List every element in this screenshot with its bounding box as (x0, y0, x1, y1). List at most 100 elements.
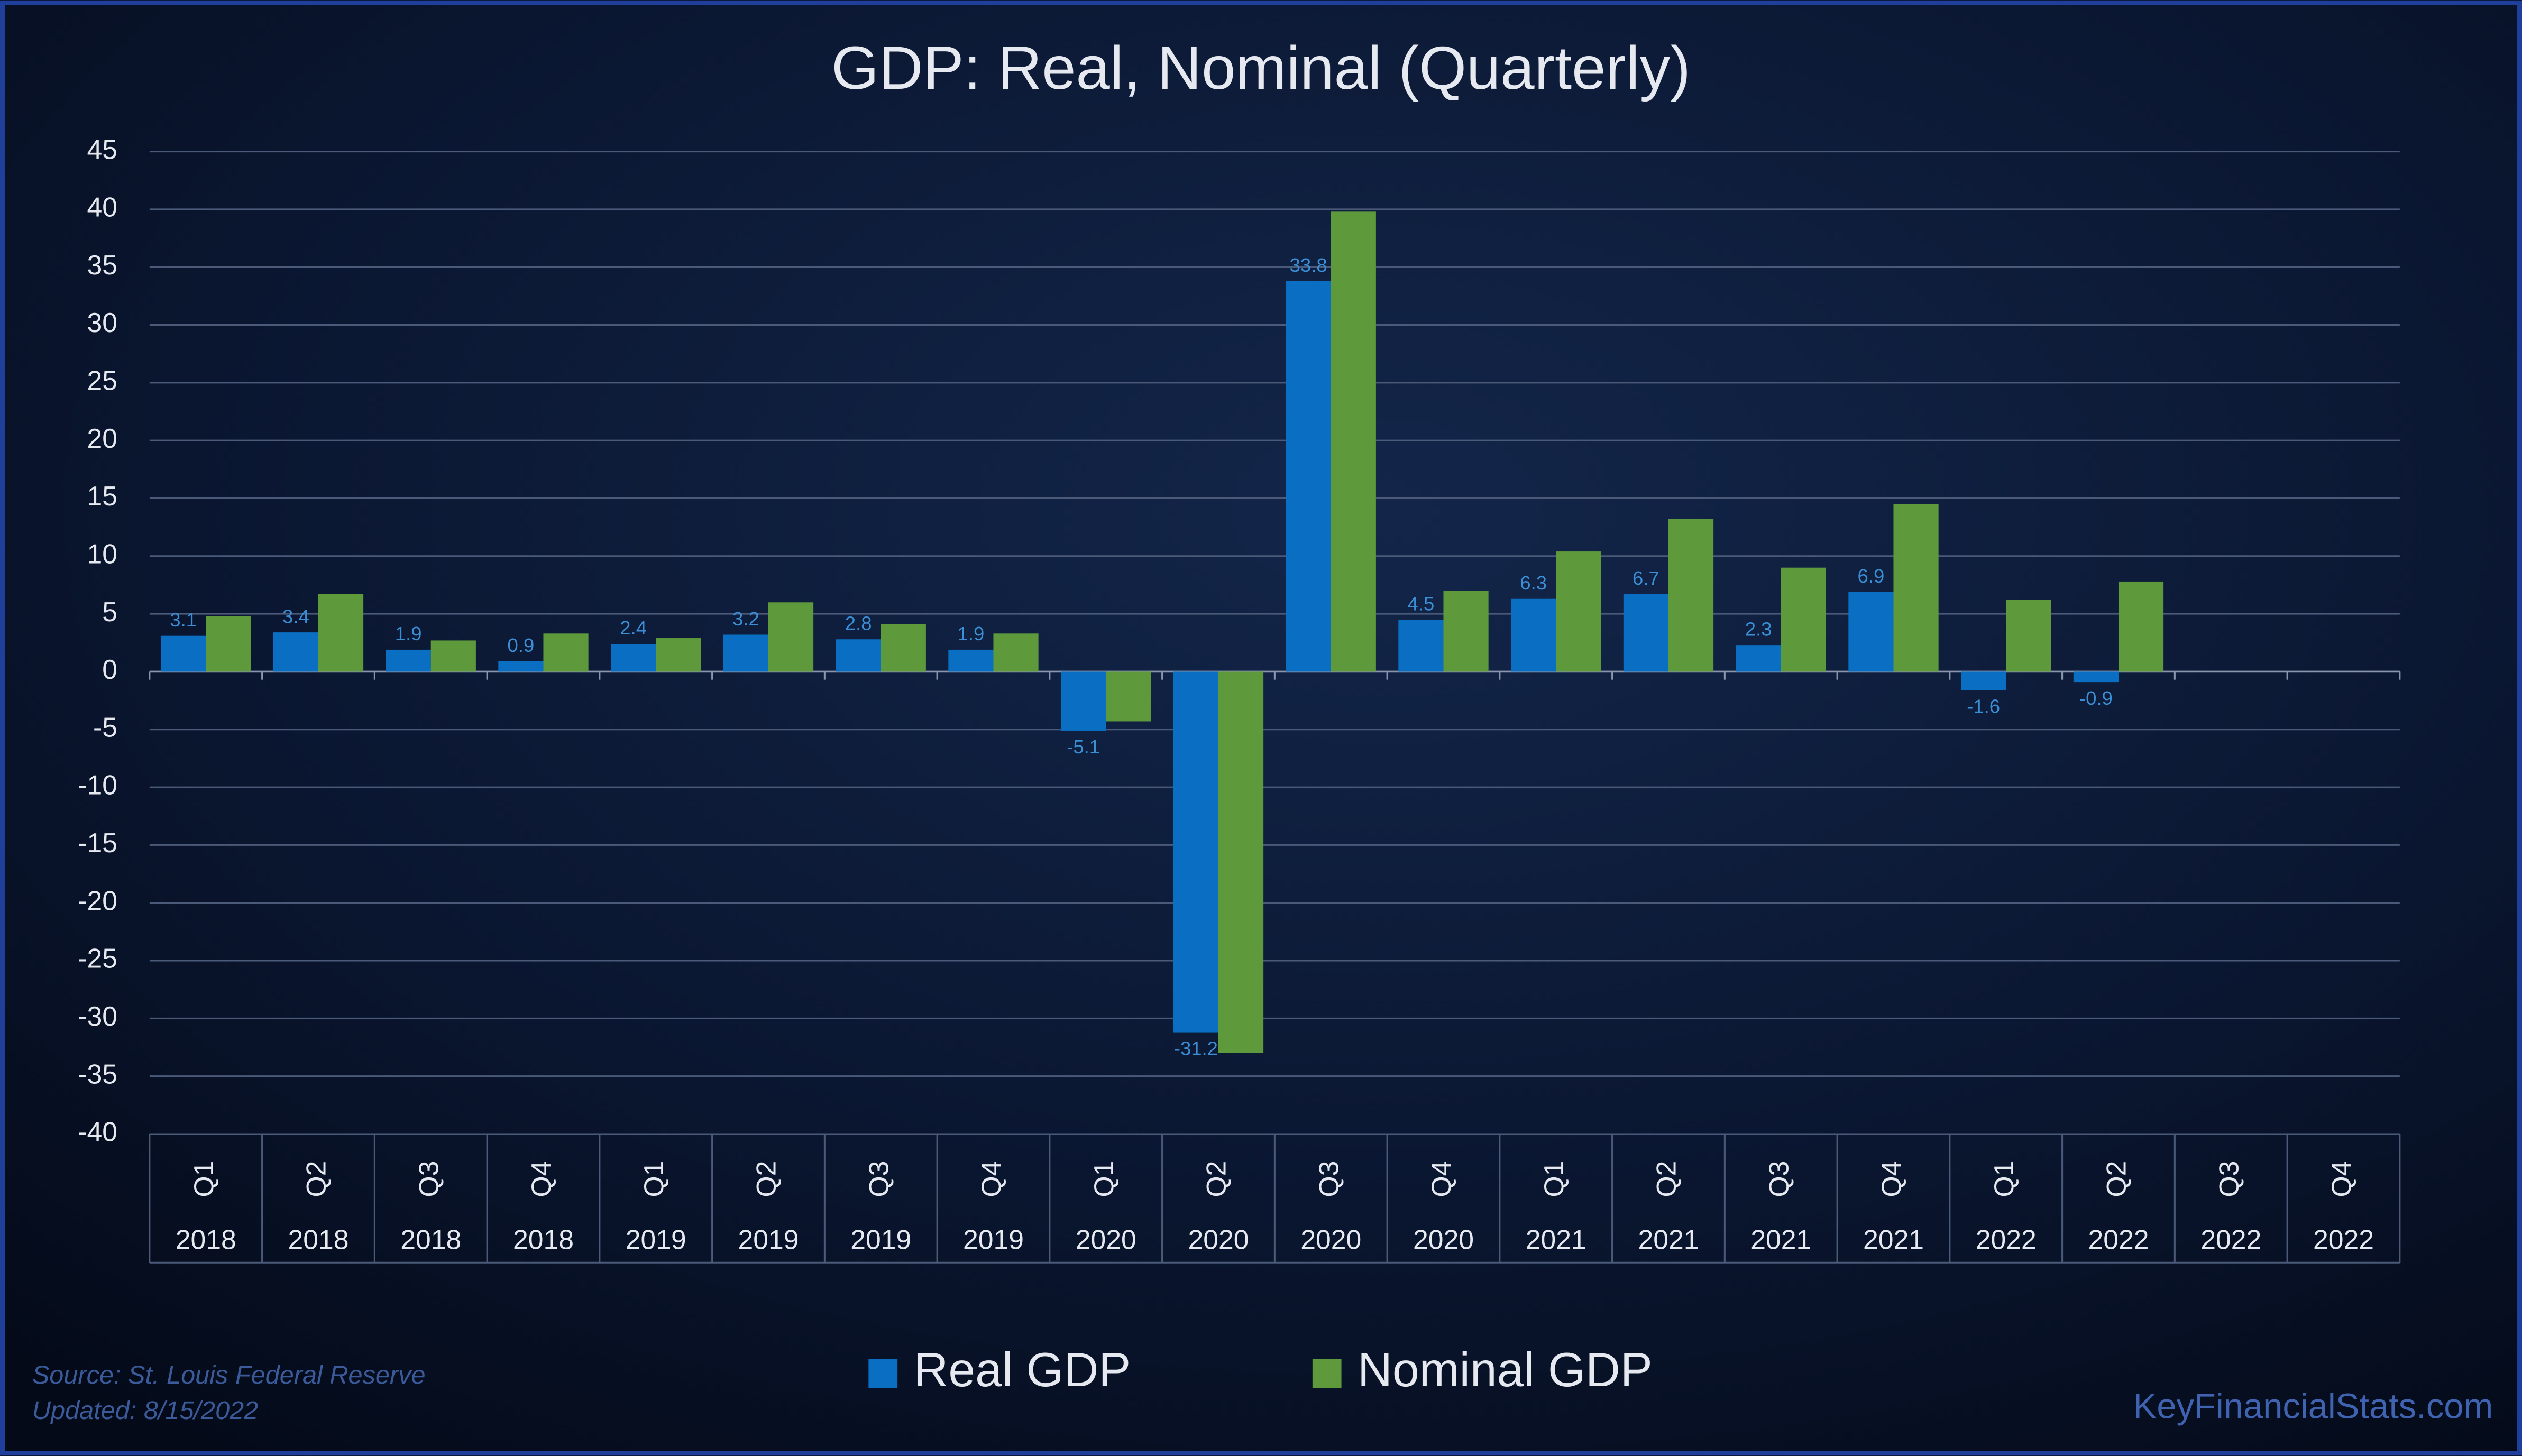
source-note: Source: St. Louis Federal Reserve (32, 1361, 426, 1389)
x-group-label: 2020 (1076, 1224, 1136, 1255)
x-tick-label: Q1 (1538, 1161, 1569, 1197)
x-tick-label: Q2 (1651, 1161, 1682, 1197)
x-group-label: 2020 (1413, 1224, 1474, 1255)
y-tick-label: 5 (102, 596, 117, 627)
x-tick-label: Q1 (1088, 1161, 1119, 1197)
updated-note: Updated: 8/15/2022 (32, 1396, 258, 1425)
x-group-label: 2022 (2313, 1224, 2374, 1255)
chart-title: GDP: Real, Nominal (Quarterly) (831, 34, 1691, 102)
bar (206, 616, 251, 672)
bar (1061, 671, 1106, 731)
bar (498, 661, 544, 672)
x-tick-label: Q2 (301, 1161, 332, 1197)
x-group-label: 2019 (738, 1224, 799, 1255)
bar (993, 633, 1039, 672)
y-tick-label: -35 (78, 1058, 117, 1089)
data-label: -0.9 (2079, 687, 2113, 709)
data-label: 2.4 (620, 617, 647, 639)
data-label: 1.9 (395, 623, 422, 644)
bar (881, 624, 926, 672)
x-group-label: 2019 (850, 1224, 911, 1255)
y-tick-label: 20 (87, 423, 118, 454)
x-tick-label: Q4 (1876, 1161, 1906, 1197)
bar (1781, 567, 1826, 672)
x-group-label: 2019 (626, 1224, 686, 1255)
data-label: -5.1 (1067, 736, 1100, 758)
x-tick-label: Q4 (1426, 1161, 1456, 1197)
x-tick-label: Q2 (1201, 1161, 1232, 1197)
x-tick-label: Q2 (751, 1161, 782, 1197)
data-label: -31.2 (1174, 1038, 1218, 1059)
x-group-label: 2020 (1188, 1224, 1249, 1255)
bar (273, 632, 318, 672)
y-tick-label: -40 (78, 1117, 117, 1147)
y-tick-label: -25 (78, 943, 117, 974)
data-label: 3.1 (170, 609, 197, 631)
bar (1961, 671, 2006, 690)
x-group-label: 2021 (1638, 1224, 1699, 1255)
bar (543, 633, 589, 672)
x-group-label: 2018 (288, 1224, 349, 1255)
x-tick-label: Q4 (526, 1161, 556, 1197)
x-tick-label: Q3 (1313, 1161, 1344, 1197)
data-label: 6.9 (1858, 565, 1885, 587)
x-tick-label: Q3 (413, 1161, 444, 1197)
bar (318, 594, 364, 672)
x-tick-label: Q1 (1988, 1161, 2019, 1197)
data-label: 4.5 (1408, 593, 1435, 614)
x-group-label: 2020 (1300, 1224, 1361, 1255)
y-tick-label: 30 (87, 307, 118, 338)
y-tick-label: -20 (78, 885, 117, 916)
data-label: 33.8 (1290, 254, 1327, 276)
bar (768, 602, 814, 672)
x-tick-label: Q2 (2101, 1161, 2132, 1197)
bar (1893, 504, 1939, 672)
bar (430, 640, 476, 672)
y-tick-label: -15 (78, 827, 117, 858)
y-tick-label: 45 (87, 134, 118, 164)
bar (1556, 551, 1601, 672)
bar (2073, 671, 2119, 683)
data-label: 2.8 (845, 613, 872, 634)
data-label: 0.9 (508, 634, 535, 656)
data-label: 3.4 (282, 605, 309, 627)
x-group-label: 2021 (1863, 1224, 1924, 1255)
x-group-label: 2019 (963, 1224, 1024, 1255)
bar (161, 635, 206, 672)
data-label: -1.6 (1967, 696, 2000, 717)
legend-swatch (1312, 1359, 1342, 1388)
x-tick-label: Q1 (638, 1161, 669, 1197)
bar (611, 643, 656, 672)
bar (1331, 211, 1376, 672)
bar (1736, 645, 1781, 672)
y-tick-label: -10 (78, 770, 117, 800)
bar (1848, 592, 1894, 672)
legend-label: Nominal GDP (1358, 1343, 1653, 1397)
y-tick-label: 25 (87, 365, 118, 396)
bar (948, 649, 994, 672)
x-group-label: 2022 (2200, 1224, 2261, 1255)
bar (1623, 594, 1668, 672)
data-label: 2.3 (1745, 618, 1772, 640)
data-label: 1.9 (958, 623, 985, 644)
bar (836, 639, 881, 672)
y-tick-label: 40 (87, 192, 118, 223)
y-tick-label: 0 (102, 654, 117, 685)
bar (1286, 281, 1331, 672)
x-tick-label: Q4 (2326, 1161, 2356, 1197)
x-group-label: 2022 (1976, 1224, 2037, 1255)
x-tick-label: Q3 (2213, 1161, 2244, 1197)
bar (386, 649, 431, 672)
y-tick-label: 10 (87, 538, 118, 569)
y-tick-label: -5 (93, 712, 117, 742)
bar (1443, 591, 1489, 672)
data-label: 6.3 (1520, 572, 1547, 594)
y-tick-label: 15 (87, 481, 118, 511)
bar (1511, 598, 1556, 672)
bar (2006, 600, 2051, 672)
y-tick-label: -30 (78, 1001, 117, 1031)
y-tick-label: 35 (87, 250, 118, 280)
